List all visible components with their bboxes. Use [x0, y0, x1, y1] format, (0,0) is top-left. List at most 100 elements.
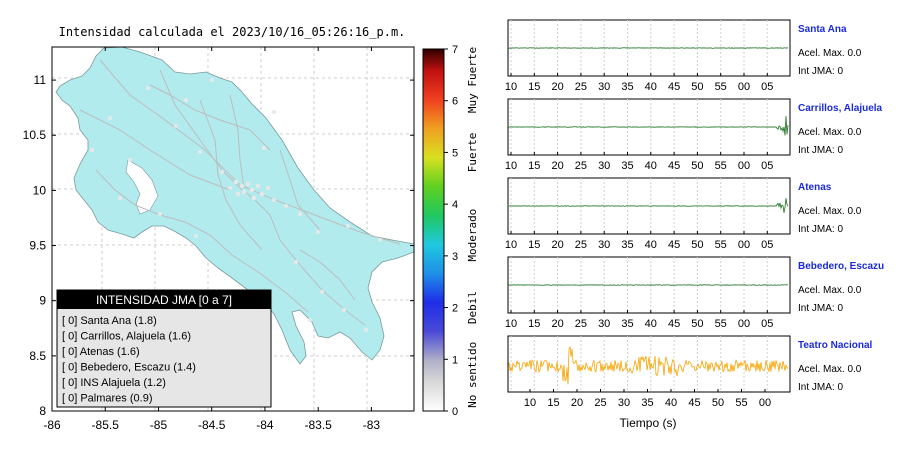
trace-tick-label: 00	[738, 318, 750, 330]
trace-tick-label: 10	[505, 81, 517, 93]
trace-tick-label: 00	[759, 397, 771, 409]
trace-tick-label: 00	[738, 239, 750, 251]
trace-tick-label: 50	[691, 318, 703, 330]
trace-tick-label: 20	[551, 239, 563, 251]
trace-tick-label: 05	[761, 239, 773, 251]
trace-tick-label: 45	[668, 239, 680, 251]
trace-tick-label: 45	[668, 81, 680, 93]
colorbar-category-label: Fuerte	[466, 133, 479, 173]
trace-tick-label: 40	[645, 81, 657, 93]
colorbar-tick-label: 6	[452, 96, 458, 108]
trace-tick-label: 30	[598, 318, 610, 330]
trace-tick-label: 00	[738, 81, 750, 93]
waveform-line	[508, 47, 789, 49]
legend-row: [ 0] Santa Ana (1.8)	[62, 315, 157, 327]
nicoya-gulf	[125, 159, 159, 215]
colorbar-tick-label: 4	[452, 199, 458, 211]
trace-tick-label: 45	[688, 397, 700, 409]
trace-tick-label: 15	[528, 239, 540, 251]
trace-tick-label: 20	[551, 160, 563, 172]
trace-tick-label: 50	[712, 397, 724, 409]
map-y-tick-label: 9.5	[29, 239, 46, 253]
station-name: Santa Ana	[798, 24, 847, 35]
trace-tick-label: 40	[645, 160, 657, 172]
map-y-tick-label: 10	[33, 183, 47, 197]
station-accel: Acel. Max. 0.0	[798, 127, 862, 138]
colorbar-tick-label: 2	[452, 303, 458, 315]
trace-panel: 10 15 20 25 30 35 40 45 50 55 00 05 Santa Ana Acel. M…	[505, 19, 862, 93]
colorbar-category-label: Moderado	[466, 209, 479, 262]
colorbar-tick-label: 5	[452, 147, 458, 159]
station-accel: Acel. Max. 0.0	[798, 285, 862, 296]
colorbar-category-label: No sentido	[466, 342, 479, 408]
map-frame	[51, 46, 415, 412]
trace-tick-label: 35	[621, 318, 633, 330]
legend-row: [ 0] INS Alajuela (1.2)	[62, 377, 166, 389]
trace-tick-label: 45	[668, 160, 680, 172]
trace-tick-label: 05	[761, 81, 773, 93]
colorbar-tick-label: 7	[452, 44, 458, 56]
station-jma: Int JMA: 0	[798, 303, 843, 314]
map-x-tick-label: -84.5	[198, 418, 226, 432]
waveform-traces: 10 15 20 25 30 35 40 45 50 55 00 05 Santa Ana Acel. M…	[505, 19, 884, 409]
waveform-line	[508, 284, 789, 286]
legend-row: [ 0] Palmares (0.9)	[62, 393, 152, 405]
trace-tick-label: 30	[598, 239, 610, 251]
trace-tick-label: 40	[665, 397, 677, 409]
trace-tick-label: 40	[645, 318, 657, 330]
station-name: Carrillos, Alajuela	[798, 103, 883, 114]
legend-row: [ 0] Carrillos, Alajuela (1.6)	[62, 331, 191, 343]
map-y-tick-label: 10.5	[23, 128, 47, 142]
waveform-line	[508, 198, 789, 213]
colorbar-tick-label: 1	[452, 354, 458, 366]
trace-tick-label: 55	[715, 318, 727, 330]
trace-tick-label: 35	[621, 81, 633, 93]
trace-panel: 10 15 20 25 30 35 40 45 50 55 00 05 Bebedero, Escazu…	[505, 256, 884, 330]
trace-tick-label: 15	[528, 81, 540, 93]
trace-tick-label: 35	[621, 160, 633, 172]
station-jma: Int JMA: 0	[798, 66, 843, 77]
trace-tick-label: 00	[738, 160, 750, 172]
trace-tick-label: 25	[594, 397, 606, 409]
station-accel: Acel. Max. 0.0	[798, 48, 862, 59]
station-name: Bebedero, Escazu	[798, 261, 884, 272]
legend-title: INTENSIDAD JMA [0 a 7]	[96, 293, 232, 307]
colorbar-tick-label: 3	[452, 251, 458, 263]
trace-tick-label: 35	[641, 397, 653, 409]
station-name: Atenas	[798, 182, 832, 193]
map-y-tick-label: 8	[39, 404, 46, 418]
trace-tick-label: 20	[571, 397, 583, 409]
station-jma: Int JMA: 0	[798, 224, 843, 235]
colorbar-category-label: Debil	[466, 291, 479, 324]
trace-frame	[507, 335, 791, 393]
trace-tick-label: 10	[524, 397, 536, 409]
trace-tick-label: 50	[691, 239, 703, 251]
waveform-line	[508, 346, 789, 385]
map-x-tick-label: -83.5	[304, 418, 332, 432]
costa-rica-land	[55, 47, 414, 365]
map-y-tick-label: 8.5	[29, 349, 46, 363]
map-y-tick-label: 11	[34, 73, 47, 87]
map-x-tick-label: -85.5	[92, 418, 120, 432]
station-markers	[90, 78, 382, 332]
trace-tick-label: 20	[551, 81, 563, 93]
trace-tick-label: 20	[551, 318, 563, 330]
waveform-line	[508, 116, 789, 136]
trace-tick-label: 25	[575, 81, 587, 93]
trace-tick-label: 30	[598, 160, 610, 172]
trace-tick-label: 25	[575, 160, 587, 172]
trace-tick-label: 55	[735, 397, 747, 409]
trace-panel: 10 15 20 25 30 35 40 45 50 55 00 05 Carrillos, Alaju…	[505, 98, 883, 172]
map-x-axis: -86 -85.5 -85 -84.5 -84 -83.5 -83	[43, 47, 380, 432]
trace-tick-label: 15	[528, 318, 540, 330]
map-x-tick-label: -86	[43, 418, 61, 432]
colorbar: 0 1 2 3 4 5 6 7 No sentido Debil Moderado Fuerte Mu…	[422, 44, 479, 418]
trace-tick-label: 25	[575, 318, 587, 330]
trace-tick-label: 55	[715, 239, 727, 251]
trace-tick-label: 30	[618, 397, 630, 409]
station-jma: Int JMA: 0	[798, 145, 843, 156]
station-jma: Int JMA: 0	[798, 382, 843, 393]
trace-tick-label: 10	[505, 239, 517, 251]
colorbar-category-label: Muy Fuerte	[466, 47, 479, 113]
traces-xlabel: Tiempo (s)	[620, 416, 677, 430]
